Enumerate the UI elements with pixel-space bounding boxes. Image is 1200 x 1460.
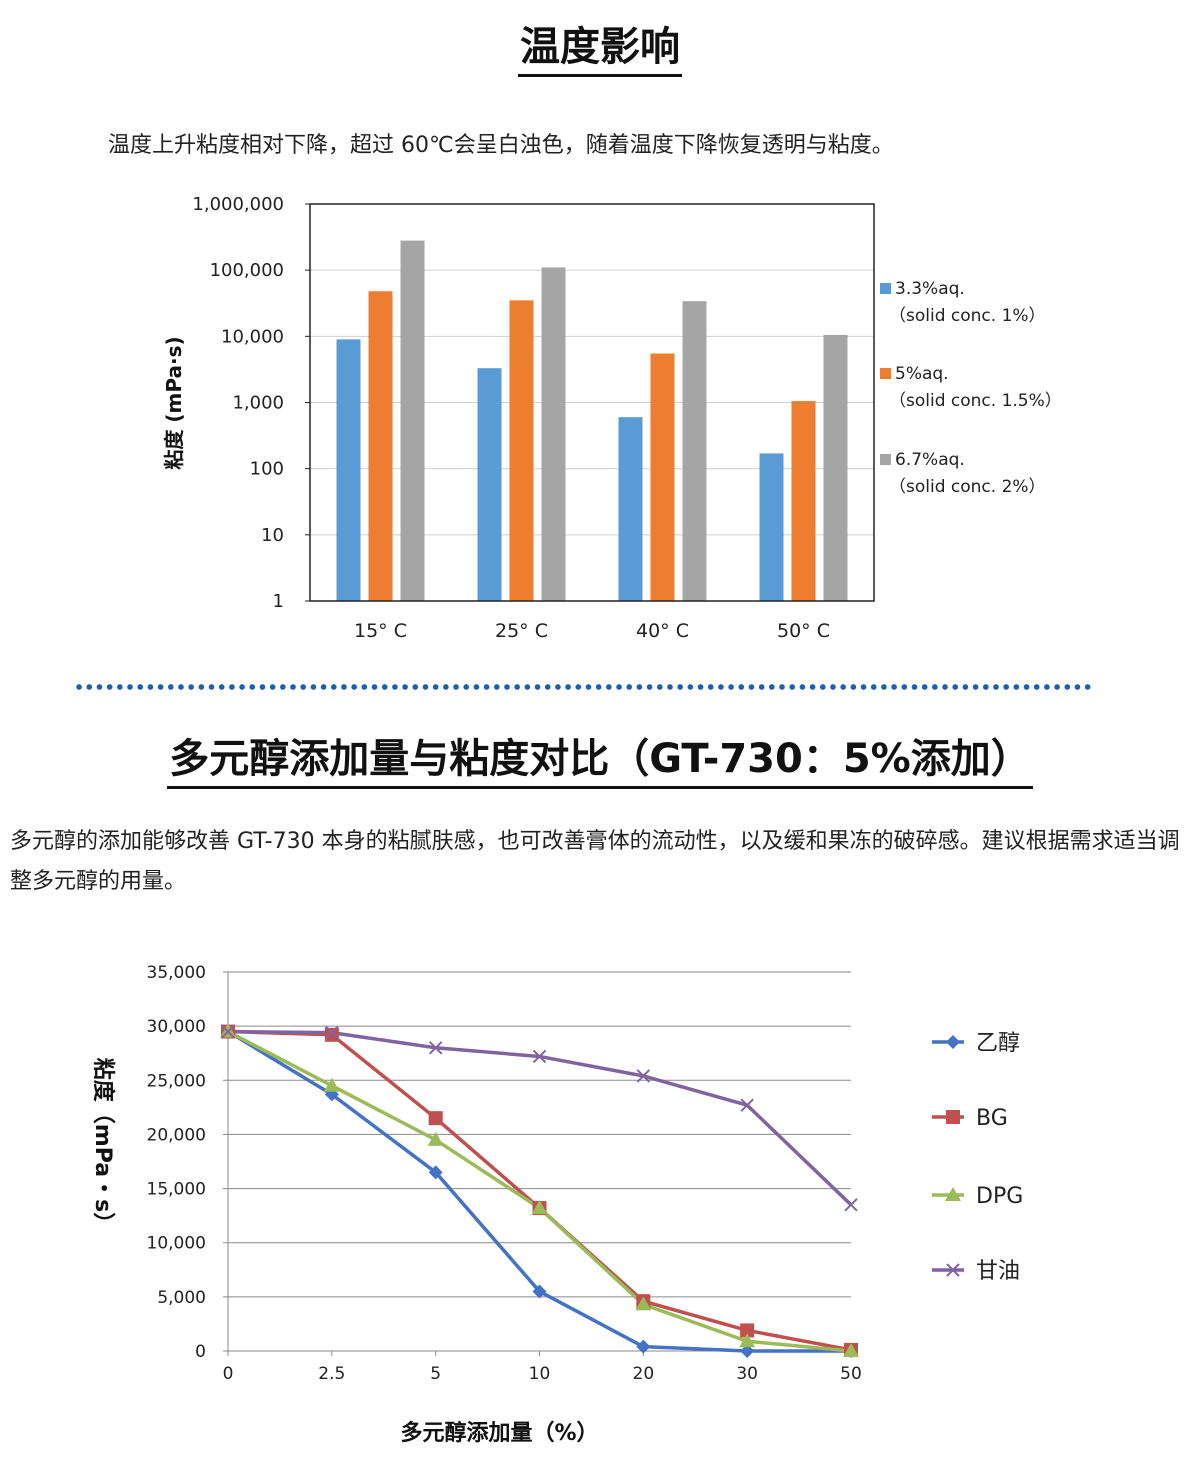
square-marker (428, 1111, 443, 1126)
y-tick-label: 10,000 (147, 1234, 206, 1254)
temperature-viscosity-bar-chart: 1,000,000 100,000 10,000 1,000 100 10 1 15° C 25… (162, 194, 1062, 642)
bar (368, 291, 393, 601)
y-tick-label: 1,000 (232, 393, 284, 414)
legend-series-name: 乙醇 (976, 1031, 1020, 1056)
bar (682, 301, 707, 601)
x-tick-label: 50° C (777, 620, 830, 642)
y-tick-label: 100 (250, 459, 284, 480)
y-tick-label: 15,000 (147, 1180, 206, 1200)
legend-series-name: DPG (976, 1184, 1023, 1209)
y-tick-label: 1 (273, 591, 284, 612)
bar (759, 453, 784, 601)
y-tick-label: 100,000 (210, 260, 284, 281)
x-tick-label: 25° C (495, 620, 548, 642)
legend-series-name: 6.7%aq. (895, 450, 965, 470)
section-title-temperature: 温度影响 (0, 14, 1200, 77)
bar (618, 417, 643, 601)
x-tick-label: 15° C (354, 620, 407, 642)
x-tick-label: 50 (840, 1364, 862, 1384)
bar (400, 240, 425, 601)
x-tick-label: 20 (633, 1364, 655, 1384)
y-tick-label: 10 (261, 525, 284, 546)
legend-series-name: BG (976, 1106, 1008, 1131)
triangle-marker (323, 1077, 340, 1092)
dotted-divider (74, 683, 1094, 691)
plot-frame (309, 203, 875, 602)
x-marker (221, 1024, 235, 1039)
series-line (227, 1030, 852, 1353)
bar (541, 267, 566, 601)
y-tick-label: 0 (195, 1342, 206, 1362)
polyol-description: 多元醇的添加能够改善 GT-730 本身的粘腻肤感，也可改善膏体的流动性，以及缓… (10, 829, 1180, 894)
legend-series-note: （solid conc. 1%） (889, 306, 1046, 326)
diamond-marker (740, 1344, 755, 1358)
x-marker (946, 1263, 960, 1277)
x-marker (532, 1049, 547, 1064)
x-marker (325, 1025, 339, 1040)
diamond-marker (428, 1165, 443, 1180)
y-tick-label: 20,000 (147, 1125, 206, 1145)
diamond-marker (532, 1284, 547, 1299)
y-tick-label: 1,000,000 (192, 194, 284, 215)
x-tick-label: 2.5 (318, 1364, 345, 1384)
diamond-marker (636, 1339, 651, 1354)
legend-series-note: （solid conc. 2%） (889, 477, 1046, 497)
legend-series-name: 甘油 (976, 1259, 1020, 1284)
y-tick-label: 10,000 (221, 326, 284, 347)
x-axis-label: 多元醇添加量（%） (400, 1420, 598, 1446)
temperature-description: 温度上升粘度相对下降，超过 60℃会呈白浊色，随着温度下降恢复透明与粘度。 (108, 133, 894, 158)
y-axis-label: 粘度（mPa・s） (90, 1058, 116, 1234)
bar (823, 334, 848, 601)
y-axis-label: 粘度 (mPa·s) (162, 336, 186, 469)
section-title-polyol-text: 多元醇添加量与粘度对比（GT-730：5%添加） (167, 736, 1033, 789)
bar (477, 368, 502, 601)
y-tick-label: 30,000 (147, 1017, 206, 1037)
x-marker (740, 1098, 754, 1112)
section-title-temperature-text: 温度影响 (518, 24, 682, 77)
triangle-marker (945, 1187, 961, 1201)
bar (509, 300, 534, 601)
x-tick-label: 30 (736, 1364, 758, 1384)
x-marker (636, 1069, 651, 1083)
bar (650, 353, 675, 601)
square-marker (740, 1323, 755, 1338)
legend-swatch (880, 368, 891, 379)
triangle-marker (531, 1200, 548, 1215)
bar (336, 339, 361, 601)
diamond-marker (946, 1035, 960, 1049)
square-marker (324, 1027, 339, 1042)
triangle-marker (739, 1333, 756, 1348)
square-marker (946, 1110, 960, 1124)
triangle-marker (427, 1131, 444, 1146)
legend-swatch (880, 454, 891, 465)
bar (791, 401, 816, 601)
y-tick-label: 35,000 (147, 963, 206, 983)
triangle-marker (843, 1343, 859, 1357)
x-tick-label: 40° C (636, 620, 689, 642)
legend-series-name: 3.3%aq. (895, 279, 965, 299)
x-marker (844, 1198, 858, 1212)
x-tick-label: 10 (529, 1364, 551, 1384)
legend-series-note: （solid conc. 1.5%） (889, 391, 1062, 411)
legend-swatch (880, 283, 891, 294)
x-tick-label: 5 (430, 1364, 441, 1384)
triangle-marker (635, 1296, 652, 1311)
y-tick-label: 25,000 (147, 1071, 206, 1091)
legend-series-name: 5%aq. (895, 364, 949, 384)
section-title-polyol: 多元醇添加量与粘度对比（GT-730：5%添加） (0, 726, 1200, 789)
y-tick-label: 5,000 (157, 1288, 206, 1308)
x-marker (428, 1041, 443, 1055)
x-tick-label: 0 (223, 1364, 234, 1384)
